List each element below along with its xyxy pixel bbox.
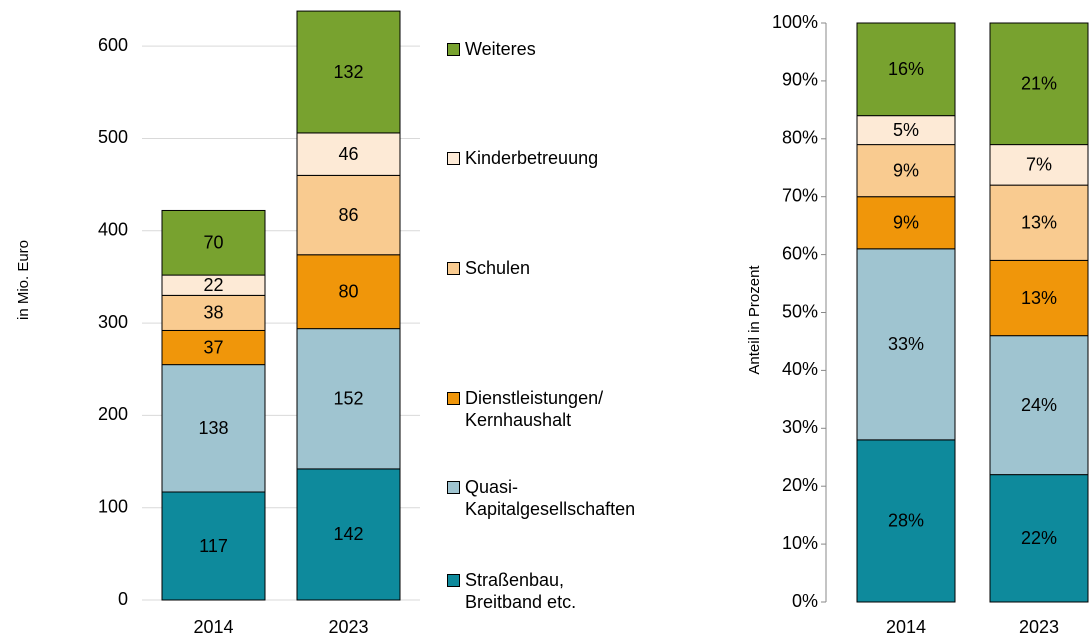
legend-label: Quasi- Kapitalgesellschaften: [465, 477, 636, 519]
legend-swatch: [447, 392, 460, 405]
data-label: 132: [333, 62, 363, 82]
bar-segment: [296, 174, 401, 256]
y-tick-label: 200: [98, 404, 128, 424]
bar-segment: [161, 491, 266, 601]
data-label: 138: [198, 418, 228, 438]
legend-label: Weiteres: [465, 39, 536, 59]
y-tick-label: 80%: [782, 128, 818, 148]
data-label: 22%: [1021, 528, 1057, 548]
y-tick-label: 40%: [782, 359, 818, 379]
y-tick-label: 60%: [782, 243, 818, 263]
bar-segment: [989, 22, 1089, 146]
data-label: 37: [203, 337, 223, 357]
bar-segment: [296, 328, 401, 470]
bar-segment: [296, 132, 401, 176]
y-tick-label: 100%: [772, 12, 818, 32]
data-label: 46: [338, 144, 358, 164]
y-tick-label: 90%: [782, 70, 818, 90]
legend-swatch: [447, 262, 460, 275]
bar-segment: [989, 335, 1089, 476]
bar-segment: [161, 364, 266, 493]
y-tick-label: 600: [98, 35, 128, 55]
data-label: 117: [199, 536, 228, 556]
data-label: 7%: [1026, 155, 1052, 175]
data-label: 152: [333, 389, 363, 409]
data-label: 86: [338, 205, 358, 225]
legend-item: Weiteres: [447, 38, 536, 60]
legend-swatch: [447, 574, 460, 587]
legend-item: Straßenbau, Breitband etc.: [447, 569, 576, 613]
y-tick-label: 70%: [782, 185, 818, 205]
bar-segment: [296, 254, 401, 330]
data-label: 13%: [1021, 288, 1057, 308]
y-axis-title: Anteil in Prozent: [746, 265, 763, 375]
data-label: 9%: [893, 213, 919, 233]
legend-swatch: [447, 481, 460, 494]
legend-label: Dienstleistungen/ Kernhaushalt: [465, 388, 604, 430]
x-tick-label: 2023: [328, 617, 368, 637]
legend-item: Quasi- Kapitalgesellschaften: [447, 476, 635, 520]
y-tick-label: 50%: [782, 301, 818, 321]
data-label: 22: [203, 275, 223, 295]
legend-item: Dienstleistungen/ Kernhaushalt: [447, 387, 603, 431]
y-tick-label: 30%: [782, 417, 818, 437]
legend-item: Schulen: [447, 257, 530, 279]
bar-segment: [856, 196, 956, 250]
x-tick-label: 2023: [1019, 617, 1059, 637]
data-label: 9%: [893, 160, 919, 180]
bar-segment: [161, 209, 266, 276]
x-tick-label: 2014: [193, 617, 233, 637]
bar-segment: [296, 10, 401, 134]
data-label: 16%: [888, 59, 924, 79]
bar-segment: [296, 468, 401, 601]
y-tick-label: 300: [98, 312, 128, 332]
legend-label: Kinderbetreuung: [465, 148, 599, 168]
y-tick-label: 0: [118, 589, 128, 609]
data-label: 33%: [888, 334, 924, 354]
legend-swatch: [447, 43, 460, 56]
data-label: 38: [203, 303, 223, 323]
y-tick-label: 0%: [792, 591, 818, 611]
data-label: 21%: [1021, 74, 1057, 94]
x-tick-label: 2014: [886, 617, 926, 637]
bar-segment: [856, 22, 956, 117]
y-tick-label: 400: [98, 220, 128, 240]
bar-segment: [161, 294, 266, 331]
y-tick-label: 10%: [782, 533, 818, 553]
y-axis-title: in Mio. Euro: [15, 240, 32, 320]
data-label: 80: [338, 281, 358, 301]
y-tick-label: 100: [98, 496, 128, 516]
data-label: 142: [333, 524, 363, 544]
legend-swatch: [447, 152, 460, 165]
bar-segment: [989, 474, 1089, 603]
data-label: 5%: [893, 120, 919, 140]
bar-segment: [989, 184, 1089, 261]
y-tick-label: 500: [98, 127, 128, 147]
legend-label: Straßenbau, Breitband etc.: [465, 570, 577, 612]
bar-segment: [989, 259, 1089, 337]
bar-segment: [161, 329, 266, 366]
bar-segment: [989, 144, 1089, 186]
legend-label: Schulen: [465, 258, 531, 278]
data-label: 13%: [1021, 213, 1057, 233]
bar-segment: [856, 248, 956, 441]
y-tick-label: 20%: [782, 475, 818, 495]
data-label: 24%: [1021, 395, 1057, 415]
data-label: 70: [203, 233, 223, 253]
data-label: 28%: [888, 511, 924, 531]
legend-item: Kinderbetreuung: [447, 147, 598, 169]
